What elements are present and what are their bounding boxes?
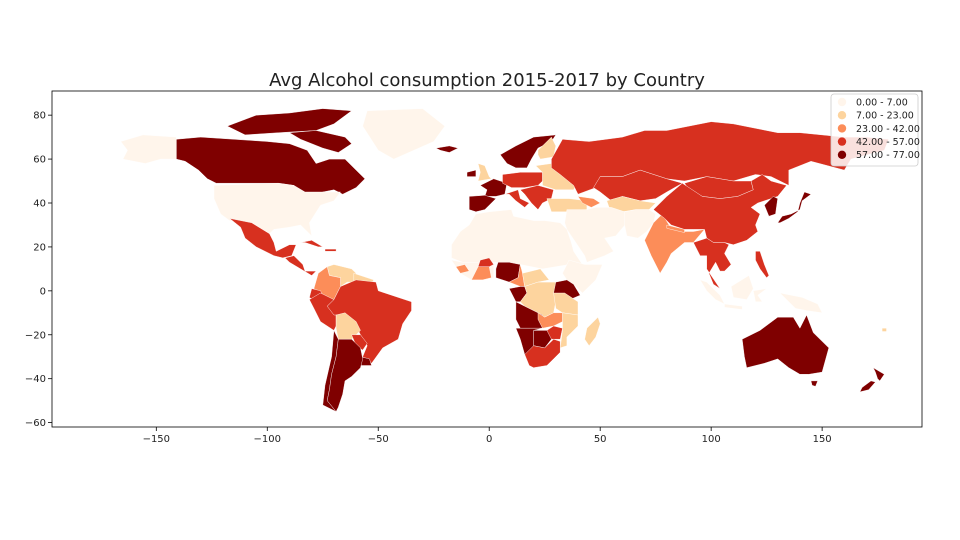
legend-label: 7.00 - 23.00 <box>856 111 914 122</box>
region-united-states <box>213 182 341 237</box>
region-madagascar <box>584 317 601 346</box>
y-tick-label: −60 <box>25 418 46 429</box>
legend: 0.00 - 7.00 7.00 - 23.00 23.00 - 42.00 42.0… <box>830 93 920 167</box>
region-norway-sweden <box>500 134 556 169</box>
x-tick-label: 0 <box>486 434 492 445</box>
region-nepal <box>666 224 685 233</box>
region-cuba <box>300 240 323 248</box>
region-balkans <box>520 185 554 210</box>
region-south-africa <box>524 339 561 368</box>
region-korea <box>764 196 778 217</box>
region-southeast-asia-mainland <box>693 237 732 289</box>
legend-label: 42.00 - 57.00 <box>856 137 920 148</box>
legend-swatch <box>837 111 847 120</box>
legend-swatch <box>837 150 847 159</box>
y-tick-label: 80 <box>33 111 46 122</box>
region-iberia <box>469 195 497 213</box>
region-middle-east <box>564 207 627 263</box>
region-italy <box>504 189 530 208</box>
region-canadian-arctic <box>227 108 352 136</box>
legend-swatch <box>837 137 847 146</box>
legend-swatch <box>837 124 847 133</box>
legend-swatch <box>837 97 847 107</box>
region-argentina <box>327 339 363 412</box>
y-tick-label: 60 <box>33 155 46 166</box>
region-alaska <box>120 134 177 164</box>
region-new-zealand-south <box>859 380 876 393</box>
region-ghana-cote-divoire <box>471 266 492 281</box>
region-tasmania <box>810 380 818 387</box>
region-java <box>724 303 743 310</box>
region-burkina-faso <box>477 257 494 267</box>
legend-label: 0.00 - 7.00 <box>856 97 908 108</box>
region-japan <box>777 191 812 224</box>
region-afghanistan-pakistan <box>624 209 656 239</box>
region-australia <box>742 314 829 375</box>
x-tick-label: 150 <box>813 434 832 445</box>
region-canada <box>176 136 366 199</box>
region-united-kingdom <box>477 163 492 182</box>
y-tick-label: −20 <box>25 330 46 341</box>
y-tick-label: 40 <box>33 199 46 210</box>
x-tick-label: 50 <box>594 434 607 445</box>
x-tick-label: −50 <box>368 434 389 445</box>
region-hispaniola <box>324 248 337 252</box>
region-china <box>653 174 787 245</box>
region-mexico <box>229 218 297 259</box>
legend-label: 57.00 - 77.00 <box>856 150 920 161</box>
region-new-zealand-north <box>873 367 885 382</box>
region-fiji <box>881 328 887 332</box>
x-tick-label: 100 <box>702 434 721 445</box>
legend-label: 23.00 - 42.00 <box>856 124 920 135</box>
region-caucasus <box>577 196 601 208</box>
region-france <box>480 178 508 197</box>
region-borneo <box>730 275 754 300</box>
region-horn-of-africa <box>562 259 603 294</box>
region-baffin-island <box>289 130 352 153</box>
y-axis: −60 −40 −20 0 20 40 60 80 <box>25 111 52 429</box>
x-axis: −150 −100 −50 0 50 100 150 <box>143 427 832 445</box>
y-tick-label: −40 <box>25 374 46 385</box>
region-ireland <box>466 169 477 177</box>
region-central-europe <box>502 172 543 188</box>
region-iceland <box>435 145 459 153</box>
region-central-america <box>284 255 317 276</box>
x-tick-label: −100 <box>254 434 281 445</box>
region-guinea <box>455 264 470 274</box>
y-tick-label: 20 <box>33 242 46 253</box>
region-philippines <box>755 251 770 278</box>
region-greenland <box>362 108 445 160</box>
region-new-guinea <box>779 292 823 313</box>
y-tick-label: 0 <box>40 286 46 297</box>
legend-box <box>830 93 919 167</box>
region-malawi-mozambique <box>560 312 579 349</box>
country-regions <box>120 108 889 412</box>
region-sulawesi <box>753 288 767 302</box>
chart-title: Avg Alcohol consumption 2015-2017 by Cou… <box>269 70 705 91</box>
plot-frame <box>51 90 923 428</box>
x-tick-label: −150 <box>143 434 170 445</box>
